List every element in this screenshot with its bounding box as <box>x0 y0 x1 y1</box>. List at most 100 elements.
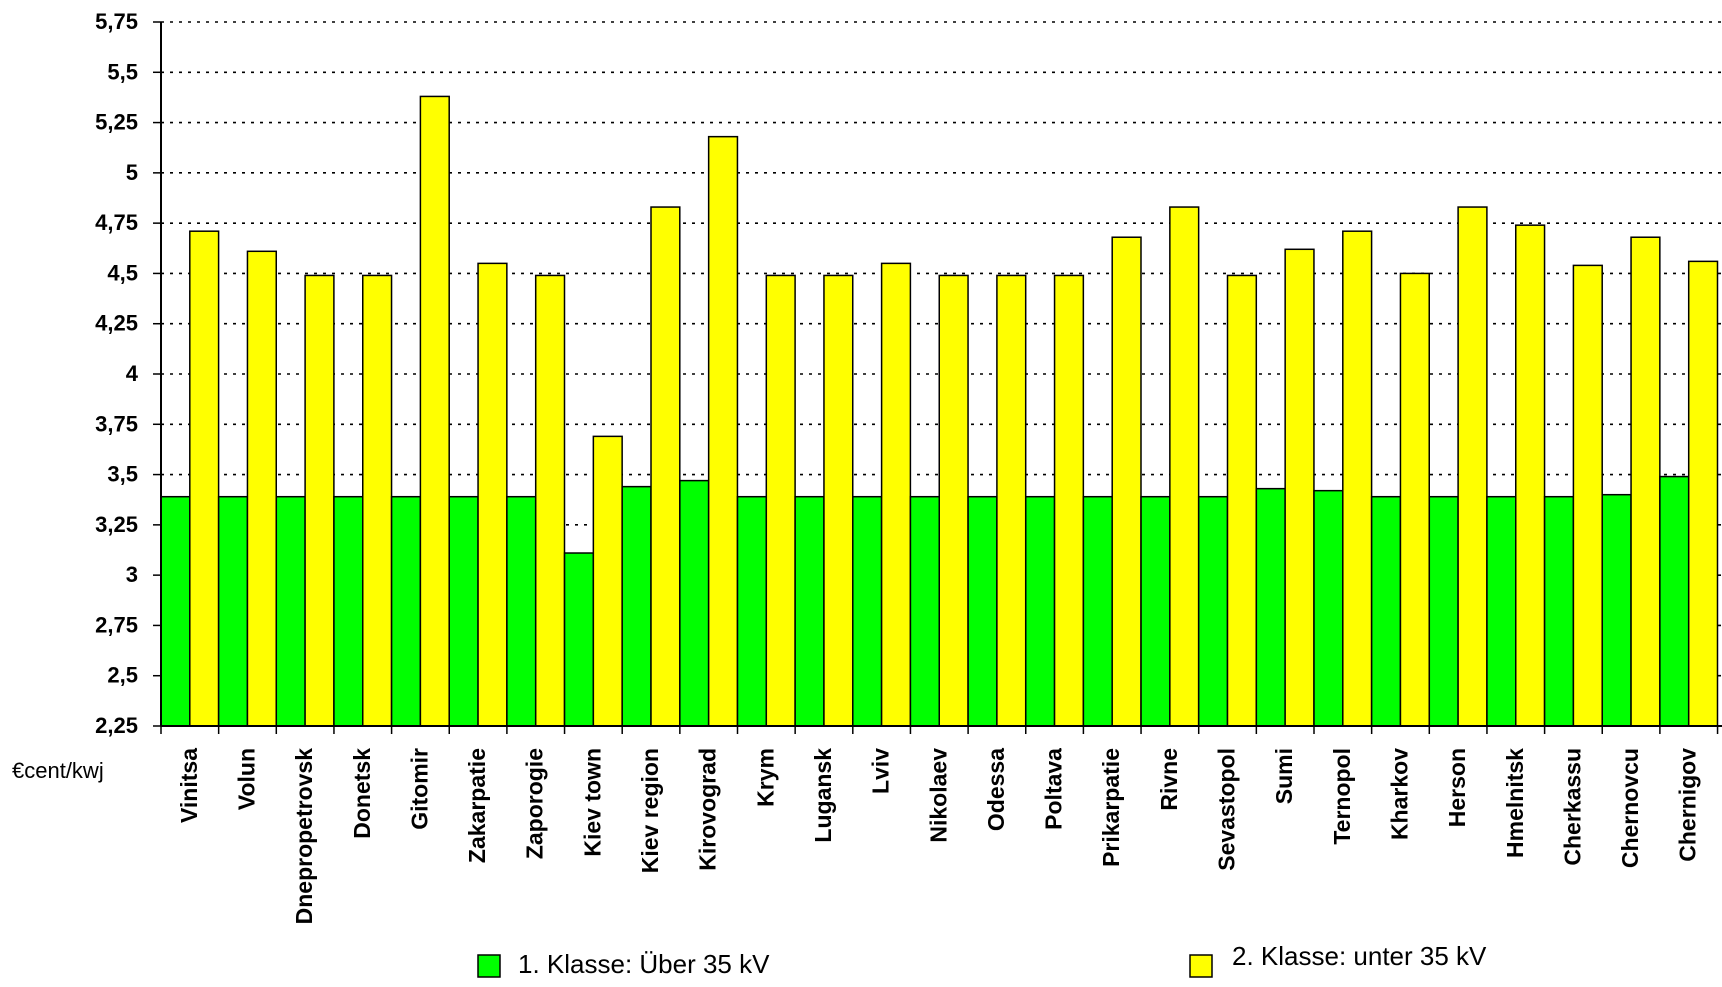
bar-series-2 <box>478 263 507 726</box>
x-tick-label: Vinitsa <box>176 748 202 823</box>
bar-series-1 <box>219 497 248 726</box>
y-tick-label: 3 <box>126 562 138 587</box>
x-tick-label: Poltava <box>1041 748 1067 830</box>
x-tick-label: Kharkov <box>1386 748 1412 840</box>
bar-series-1 <box>680 481 709 726</box>
bar-series-1 <box>1602 495 1631 726</box>
bar-series-2 <box>363 275 392 726</box>
bar-series-1 <box>1372 497 1401 726</box>
bar-series-2 <box>420 96 449 726</box>
bar-series-2 <box>1400 273 1429 726</box>
legend-swatch-series-1 <box>478 955 500 977</box>
bar-series-2 <box>1689 261 1718 726</box>
y-tick-label: 3,5 <box>107 462 138 487</box>
bar-series-1 <box>276 497 305 726</box>
legend-swatch-series-2 <box>1190 955 1212 977</box>
x-tick-label: Ternopol <box>1329 748 1355 845</box>
bar-series-1 <box>161 497 190 726</box>
bar-series-2 <box>1285 249 1314 726</box>
legend-label-series-2: 2. Klasse: unter 35 kV <box>1232 941 1487 971</box>
x-tick-label: Lviv <box>868 748 894 794</box>
y-tick-label: 5 <box>126 160 138 185</box>
x-tick-label: Hmelnitsk <box>1502 748 1528 858</box>
bar-series-2 <box>882 263 911 726</box>
y-tick-label: 4,25 <box>95 311 138 336</box>
x-tick-label: Gitomir <box>406 748 432 830</box>
bar-series-1 <box>449 497 478 726</box>
bar-series-1 <box>738 497 767 726</box>
bar-series-2 <box>709 137 738 726</box>
bar-series-1 <box>1141 497 1170 726</box>
x-tick-label: Cherkassu <box>1559 748 1585 866</box>
y-tick-label: 4,5 <box>107 260 138 285</box>
x-tick-label: Prikarpatie <box>1098 748 1124 867</box>
bar-series-2 <box>824 275 853 726</box>
legend-label-series-1: 1. Klasse: Über 35 kV <box>518 949 770 979</box>
bar-series-1 <box>1026 497 1055 726</box>
y-tick-label: 2,5 <box>107 663 138 688</box>
x-tick-label: Sumi <box>1271 748 1297 804</box>
bar-series-2 <box>1343 231 1372 726</box>
bar-series-1 <box>507 497 536 726</box>
bar-series-2 <box>1573 265 1602 726</box>
x-tick-label: Lugansk <box>810 748 836 843</box>
bar-series-1 <box>334 497 363 726</box>
y-tick-label: 2,75 <box>95 612 138 637</box>
bar-series-2 <box>1458 207 1487 726</box>
bar-series-2 <box>1516 225 1545 726</box>
bar-series-1 <box>1314 491 1343 726</box>
x-tick-label: Chernovcu <box>1617 748 1643 868</box>
bar-series-1 <box>1256 489 1285 726</box>
bar-series-1 <box>1660 477 1689 726</box>
legend: 1. Klasse: Über 35 kV 2. Klasse: unter 3… <box>478 941 1487 979</box>
x-tick-label: Kiev town <box>579 748 605 857</box>
bar-series-2 <box>247 251 276 726</box>
bar-series-1 <box>1199 497 1228 726</box>
bar-series-1 <box>565 553 594 726</box>
bar-series-2 <box>766 275 795 726</box>
y-tick-label: 5,25 <box>95 110 138 135</box>
x-tick-label: Zaporogie <box>522 748 548 859</box>
x-tick-label: Rivne <box>1156 748 1182 811</box>
bar-series-1 <box>910 497 939 726</box>
bar-series-1 <box>853 497 882 726</box>
bar-series-2 <box>1055 275 1084 726</box>
y-tick-label: 5,5 <box>107 59 138 84</box>
x-tick-label: Krym <box>752 748 778 807</box>
x-tick-label: Sevastopol <box>1214 748 1240 871</box>
unit-label: €cent/kwj <box>12 758 104 783</box>
x-axis-ticks: Vinitsa Volun Dnepropetrovsk Donetsk Gitomir… <box>176 748 1701 925</box>
bar-series-2 <box>1112 237 1141 726</box>
bar-series-2 <box>651 207 680 726</box>
y-tick-label: 4 <box>126 361 139 386</box>
y-tick-label: 2,25 <box>95 713 138 738</box>
bar-series-1 <box>392 497 421 726</box>
bar-series-2 <box>593 436 622 726</box>
bar-series-2 <box>939 275 968 726</box>
x-tick-label: Dnepropetrovsk <box>291 748 317 925</box>
x-tick-label: Chernigov <box>1675 748 1701 862</box>
x-tick-label: Zakarpatie <box>464 748 490 863</box>
y-tick-label: 5,75 <box>95 9 138 34</box>
x-tick-label: Volun <box>233 748 259 810</box>
y-tick-label: 4,75 <box>95 210 138 235</box>
bars-group <box>161 96 1718 726</box>
bar-series-2 <box>536 275 565 726</box>
bar-series-1 <box>1429 497 1458 726</box>
bar-series-1 <box>622 487 651 726</box>
bar-series-1 <box>1545 497 1574 726</box>
y-axis-ticks: 2,25 2,5 2,75 3 3,25 3,5 3,75 4 4,25 4,5 4,75 5 5,25… <box>95 9 139 738</box>
y-tick-label: 3,75 <box>95 411 138 436</box>
bar-series-2 <box>1170 207 1199 726</box>
bar-series-1 <box>968 497 997 726</box>
x-tick-label: Herson <box>1444 748 1470 827</box>
x-tick-label: Odessa <box>983 748 1009 831</box>
y-tick-label: 3,25 <box>95 512 138 537</box>
x-tick-label: Kirovograd <box>695 748 721 871</box>
bar-series-2 <box>305 275 334 726</box>
x-tick-label: Nikolaev <box>925 748 951 843</box>
bar-series-1 <box>1487 497 1516 726</box>
bar-series-2 <box>190 231 219 726</box>
bar-series-2 <box>997 275 1026 726</box>
